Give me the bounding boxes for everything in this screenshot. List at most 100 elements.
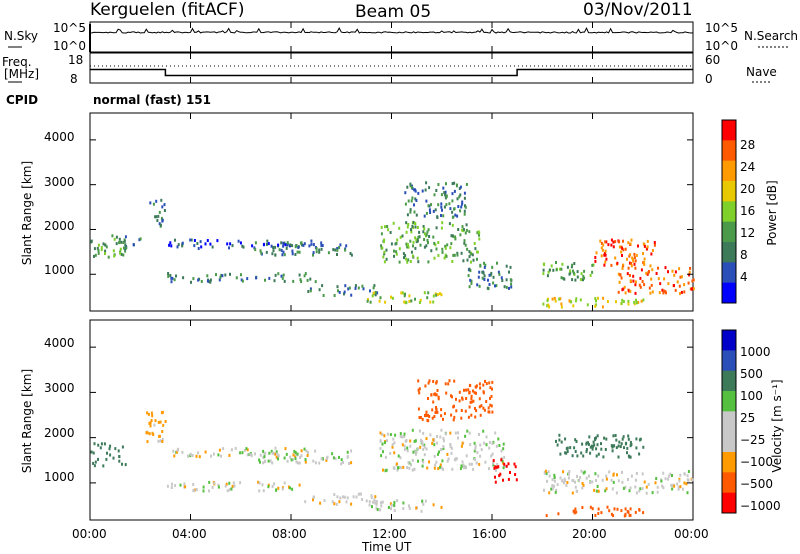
power-cell [476,250,479,254]
velocity-cell [447,382,450,386]
velocity-cell [435,393,438,397]
power-cell [473,242,476,245]
velocity-cell [403,448,406,451]
velocity-cell [611,449,614,453]
velocity-cell [379,508,381,512]
velocity-cell [393,503,396,507]
power-cell [429,211,432,214]
velocity-cell [325,458,328,462]
power-cell [510,285,513,289]
power-cell [553,296,556,300]
velocity-cell [442,437,445,440]
power-cell [175,274,177,278]
velocity-cell [569,446,572,450]
velocity-cell [246,453,249,457]
velocity-cell [503,455,506,459]
power-cell [391,296,394,300]
power-cell [468,250,471,254]
power-cell [554,299,557,303]
velocity-cell [202,489,205,493]
velocity-cell [259,460,261,464]
power-cell [423,291,426,295]
power-cell [591,270,594,274]
power-cell [445,254,448,258]
velocity-cell [466,429,469,433]
velocity-cell [148,432,151,436]
velocity-cell [642,511,645,515]
power-cell [221,274,224,278]
power-cbar-tick-8: 8 [740,248,748,262]
power-cell [440,205,443,209]
power-cell [271,252,274,256]
power-cell [634,283,637,287]
power-cell [315,247,318,251]
velocity-cell [619,445,622,449]
power-cell [414,225,417,229]
velocity-cell [170,486,173,489]
velocity-cell [629,486,632,490]
velocity-cell [482,429,485,433]
velocity-cell [678,477,681,481]
power-cell [689,266,692,270]
power-cell [691,279,694,283]
velocity-cell [489,396,491,400]
velocity-cell [502,461,505,465]
velocity-cell [478,405,481,409]
power-cell [113,254,116,258]
power-cell [409,210,412,214]
power-cell [389,231,392,234]
velocity-cell [192,489,195,493]
velocity-cell [567,472,570,476]
velocity-cell [602,455,605,459]
power-cell [240,273,242,277]
power-cell [483,265,486,269]
velocity-cell [555,488,558,492]
velocity-cell [372,500,374,504]
power-cell [597,296,599,300]
power-cell [437,203,440,207]
power-cell [569,269,572,273]
power-cell [139,237,142,241]
power-cell [428,208,431,212]
velocity-cell [551,487,554,491]
power-cell [476,257,478,261]
velocity-cell [635,446,638,450]
velocity-cell [352,495,355,499]
velocity-cell [239,481,242,485]
velocity-cell [623,446,625,450]
velocity-cell [387,506,390,509]
power-cell [607,243,610,247]
velocity-cell [591,444,593,448]
power-cell [683,283,686,287]
velocity-cell [492,461,495,465]
power-cell [156,219,159,222]
power-cell [462,228,465,231]
velocity-cell [514,473,517,476]
power-cell [667,282,670,286]
power-cell [423,245,426,249]
velocity-cell [289,486,292,490]
velocity-cell [627,434,630,438]
velocity-cell [162,423,165,427]
velocity-cell [468,431,471,435]
velocity-cell [166,484,169,488]
power-cell [123,246,125,250]
velocity-cell [627,478,629,481]
power-cell [634,291,637,295]
velocity-cell [313,495,315,499]
velocity-cell [491,452,494,456]
velocity-cell [420,509,423,513]
velocity-cell [350,461,353,465]
velocity-cell [368,500,371,504]
power-cell [373,284,376,288]
power-cell [510,282,513,286]
power-cell [427,241,429,245]
velocity-cell [442,445,445,449]
power-cell [690,287,693,291]
velocity-cell [478,433,480,436]
velocity-cell [232,481,235,485]
power-cell [440,214,442,217]
power-cell [398,226,401,230]
velocity-cell [355,495,358,499]
velocity-cell [581,506,584,509]
